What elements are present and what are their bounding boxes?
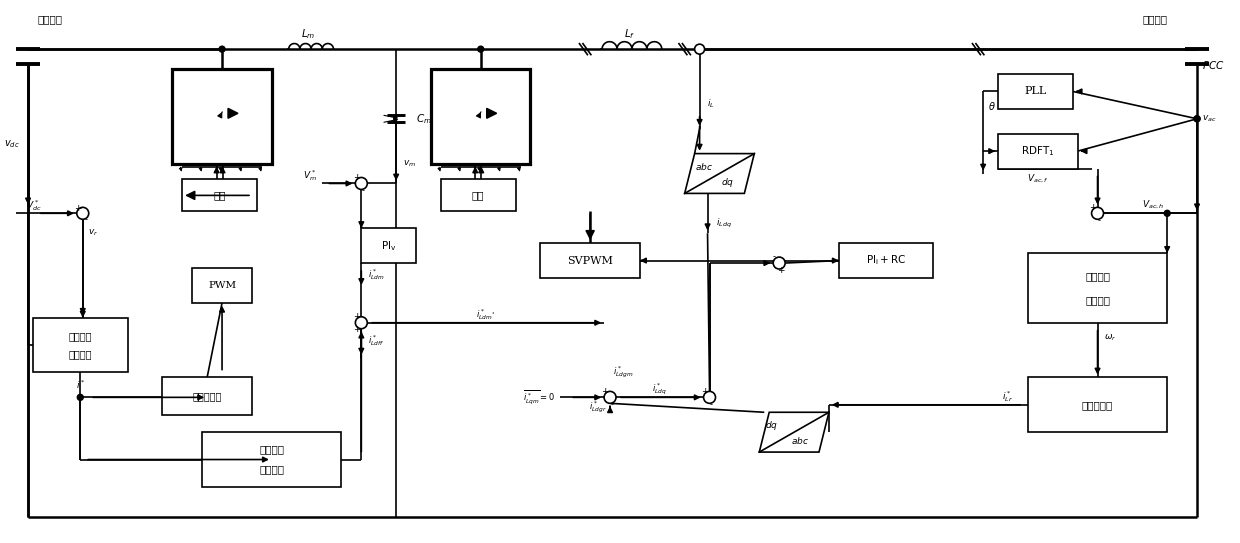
Text: $i^*_{Ldgr}$: $i^*_{Ldgr}$ (589, 400, 608, 415)
Text: $PCC$: $PCC$ (1202, 59, 1225, 71)
Text: SVPWM: SVPWM (567, 256, 613, 266)
Bar (361, 228, 417, 263)
Text: $i^*_{Ldq}$: $i^*_{Ldq}$ (652, 382, 667, 397)
Text: $i^*_{Lr}$: $i^*_{Lr}$ (1002, 389, 1013, 405)
Text: -: - (610, 400, 614, 409)
Bar (202, 432, 341, 487)
Text: 指令计算: 指令计算 (68, 349, 92, 359)
Bar (839, 243, 934, 278)
Text: PWM: PWM (208, 281, 236, 290)
Text: 电流前馈: 电流前馈 (259, 445, 284, 454)
Bar (192, 268, 252, 303)
Text: +: + (777, 266, 785, 275)
Text: $V^*_m$: $V^*_m$ (303, 168, 316, 183)
Bar (541, 243, 640, 278)
Polygon shape (759, 412, 828, 452)
Text: +: + (352, 325, 360, 334)
Circle shape (774, 257, 785, 269)
Text: $i^*_{Ldm}$': $i^*_{Ldm}$' (476, 307, 495, 322)
Circle shape (1091, 207, 1104, 219)
Text: 驱动: 驱动 (213, 191, 226, 200)
Polygon shape (486, 109, 497, 118)
Text: $dq$: $dq$ (765, 419, 779, 432)
Circle shape (77, 207, 89, 219)
Text: +: + (74, 204, 82, 213)
Text: -: - (84, 215, 87, 224)
Text: $i^*_{Ldm}$: $i^*_{Ldm}$ (368, 268, 384, 282)
Text: PLL: PLL (1024, 86, 1047, 97)
Circle shape (356, 178, 367, 190)
Text: $dq$: $dq$ (722, 176, 734, 189)
Text: $V_{ac,f}$: $V_{ac,f}$ (1027, 172, 1049, 185)
Text: 指令计算: 指令计算 (259, 464, 284, 475)
Text: +: + (601, 387, 609, 396)
Text: 补偿电流: 补偿电流 (68, 331, 92, 341)
Text: +: + (352, 173, 360, 182)
Bar (162, 377, 252, 415)
Circle shape (77, 394, 83, 400)
Circle shape (604, 392, 616, 403)
Text: $i^*$: $i^*$ (76, 378, 86, 390)
Circle shape (356, 317, 367, 329)
Bar (432, 69, 531, 163)
Circle shape (703, 392, 715, 403)
Text: +: + (352, 312, 360, 321)
Polygon shape (228, 109, 238, 118)
Text: -: - (362, 186, 365, 195)
Bar (1028, 377, 1167, 432)
Circle shape (219, 46, 224, 52)
Circle shape (694, 44, 704, 54)
Circle shape (477, 46, 484, 52)
Text: 谐振控制器: 谐振控制器 (1083, 400, 1114, 410)
Text: $i^*_{Ldff}$: $i^*_{Ldff}$ (368, 333, 384, 348)
Polygon shape (684, 154, 754, 193)
Text: -: - (711, 400, 713, 409)
Text: $\mathrm{RDFT_1}$: $\mathrm{RDFT_1}$ (1021, 144, 1055, 158)
Text: $\mathrm{PI_v}$: $\mathrm{PI_v}$ (381, 239, 397, 252)
Text: $v_{ac}$: $v_{ac}$ (1202, 113, 1216, 124)
Text: $i_L$: $i_L$ (707, 98, 714, 110)
Text: $\mathrm{PI_i+RC}$: $\mathrm{PI_i+RC}$ (866, 254, 906, 268)
Text: $V^*_{dc}$: $V^*_{dc}$ (26, 198, 42, 213)
Circle shape (1194, 116, 1200, 122)
Text: -: - (773, 252, 776, 262)
Text: $L_m$: $L_m$ (301, 27, 316, 41)
Text: $abc$: $abc$ (694, 161, 713, 172)
Bar (172, 69, 272, 163)
Text: 占空比计算: 占空比计算 (192, 392, 222, 401)
Text: $\overline{i^*_{Lqm}}=0$: $\overline{i^*_{Lqm}}=0$ (523, 388, 556, 407)
Text: $\theta$: $\theta$ (988, 100, 996, 112)
Text: $L_f$: $L_f$ (624, 27, 636, 41)
Text: 高次谐波: 高次谐波 (1085, 271, 1110, 281)
Text: 直流母线: 直流母线 (38, 14, 63, 24)
Bar (33, 318, 128, 372)
Text: $i^*_{Ldgm}$: $i^*_{Ldgm}$ (613, 365, 634, 380)
Text: 频率检测: 频率检测 (1085, 295, 1110, 305)
Text: $\omega_r$: $\omega_r$ (1104, 332, 1116, 343)
Text: $v_{dc}$: $v_{dc}$ (5, 138, 20, 149)
Bar (998, 134, 1078, 168)
Text: $v_m$: $v_m$ (403, 159, 417, 169)
Circle shape (1164, 210, 1171, 216)
Circle shape (1194, 116, 1200, 122)
Text: 交流母线: 交流母线 (1142, 14, 1167, 24)
Bar (441, 180, 516, 211)
Bar (998, 74, 1073, 109)
Bar (1028, 253, 1167, 323)
Text: $v_r$: $v_r$ (88, 228, 98, 238)
Bar (182, 180, 257, 211)
Text: $V_{ac,h}$: $V_{ac,h}$ (1142, 199, 1164, 211)
Text: +: + (701, 387, 708, 396)
Text: $abc$: $abc$ (791, 435, 810, 446)
Text: -: - (1099, 216, 1101, 225)
Text: 驱动: 驱动 (472, 191, 485, 200)
Text: $C_m$: $C_m$ (417, 112, 432, 125)
Text: $i_{Ldq}$: $i_{Ldq}$ (715, 217, 732, 230)
Text: +: + (1089, 203, 1096, 212)
